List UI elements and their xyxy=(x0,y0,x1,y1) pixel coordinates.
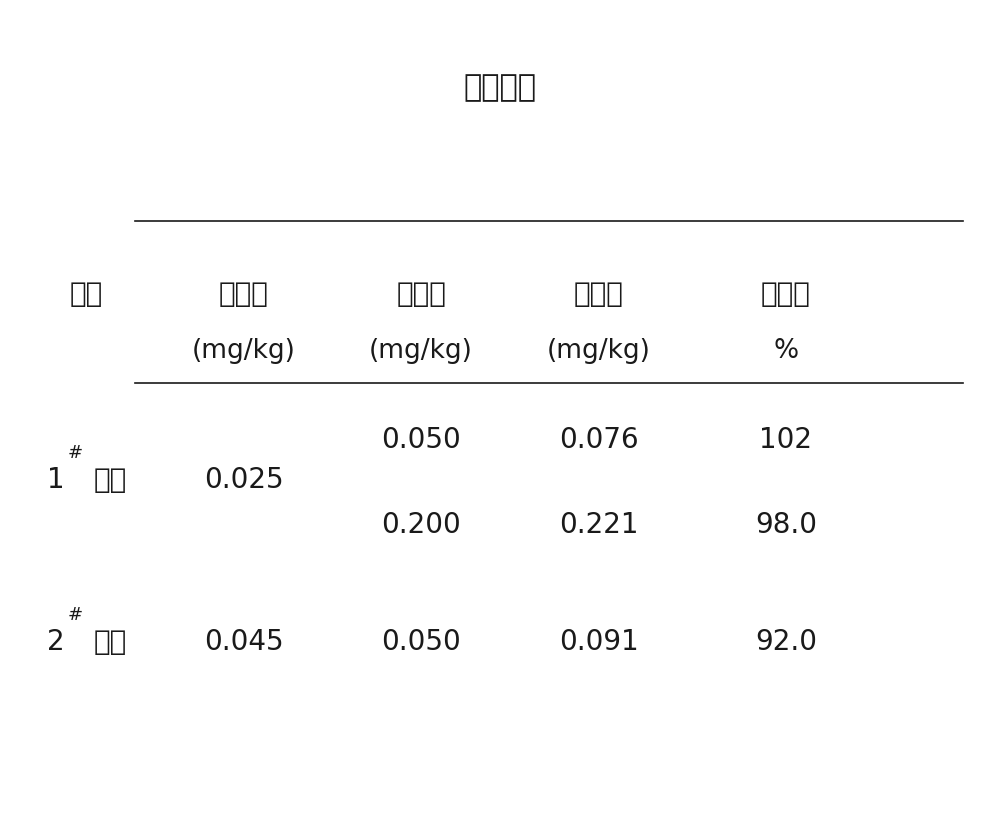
Text: 样品: 样品 xyxy=(94,628,127,656)
Text: 1: 1 xyxy=(47,467,64,495)
Text: #: # xyxy=(68,607,83,625)
Text: 0.221: 0.221 xyxy=(559,511,638,539)
Text: 水浴消解: 水浴消解 xyxy=(464,73,536,102)
Text: 92.0: 92.0 xyxy=(755,628,817,656)
Text: 本底值: 本底值 xyxy=(219,280,269,308)
Text: 测量值: 测量值 xyxy=(574,280,624,308)
Text: 102: 102 xyxy=(759,425,812,453)
Text: 0.050: 0.050 xyxy=(381,425,461,453)
Text: (mg/kg): (mg/kg) xyxy=(369,337,473,364)
Text: 0.050: 0.050 xyxy=(381,628,461,656)
Text: (mg/kg): (mg/kg) xyxy=(192,337,296,364)
Text: 样品: 样品 xyxy=(69,280,102,308)
Text: 0.076: 0.076 xyxy=(559,425,638,453)
Text: 98.0: 98.0 xyxy=(755,511,817,539)
Text: 2: 2 xyxy=(47,628,64,656)
Text: (mg/kg): (mg/kg) xyxy=(547,337,651,364)
Text: 样品: 样品 xyxy=(94,467,127,495)
Text: 0.200: 0.200 xyxy=(381,511,461,539)
Text: 加入量: 加入量 xyxy=(396,280,446,308)
Text: 0.091: 0.091 xyxy=(559,628,638,656)
Text: 0.025: 0.025 xyxy=(204,467,283,495)
Text: 回收率: 回收率 xyxy=(761,280,811,308)
Text: 0.045: 0.045 xyxy=(204,628,283,656)
Text: #: # xyxy=(68,444,83,463)
Text: %: % xyxy=(773,337,799,364)
